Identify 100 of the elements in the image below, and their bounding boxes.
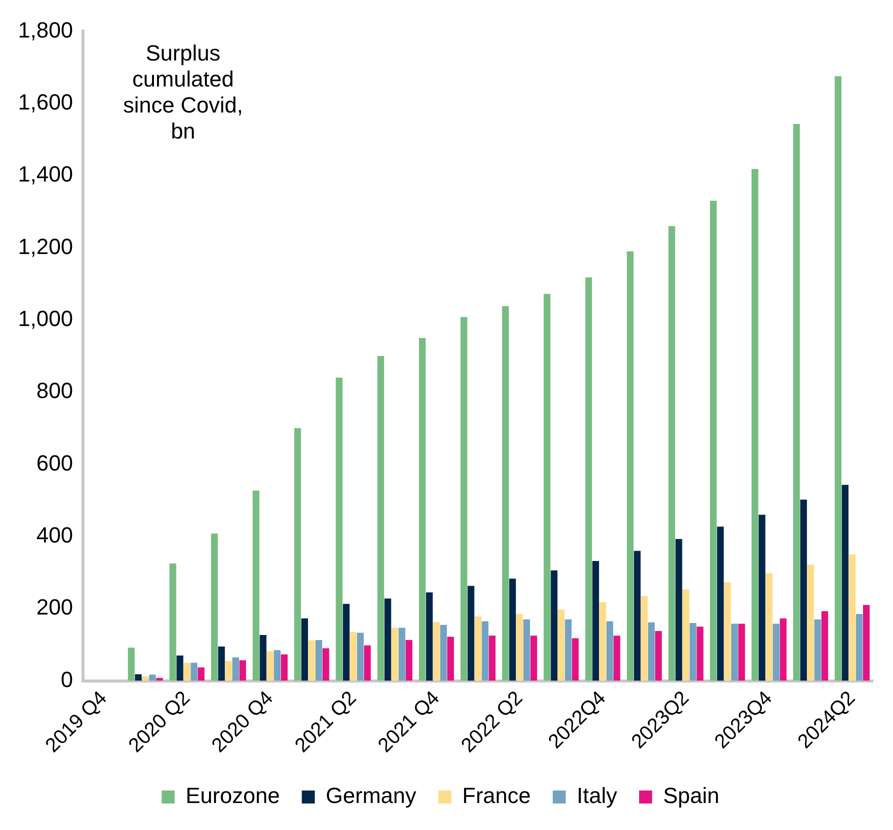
bar bbox=[280, 654, 288, 681]
legend-label: Eurozone bbox=[186, 783, 280, 808]
bar bbox=[758, 514, 766, 681]
bar bbox=[516, 614, 523, 681]
bar bbox=[336, 378, 343, 681]
bar bbox=[626, 251, 634, 681]
bar bbox=[856, 614, 863, 681]
bar bbox=[834, 76, 842, 681]
bar bbox=[440, 624, 447, 681]
y-tick-label: 600 bbox=[36, 450, 74, 476]
bar bbox=[793, 124, 800, 681]
bar bbox=[342, 604, 350, 681]
bar bbox=[170, 563, 176, 681]
bar bbox=[800, 500, 807, 681]
bar bbox=[134, 674, 142, 681]
bar bbox=[350, 632, 357, 681]
bar bbox=[585, 277, 592, 681]
bar bbox=[433, 622, 440, 681]
bar bbox=[814, 619, 822, 681]
bar bbox=[460, 317, 468, 681]
bar bbox=[772, 624, 780, 681]
bar bbox=[668, 226, 676, 681]
bar bbox=[614, 636, 620, 681]
bar bbox=[821, 611, 828, 681]
bar bbox=[696, 626, 704, 681]
bar bbox=[156, 678, 163, 681]
bar bbox=[128, 648, 135, 681]
y-tick-label: 1,200 bbox=[18, 234, 74, 259]
legend-label: Spain bbox=[663, 783, 720, 808]
bar bbox=[149, 674, 156, 681]
bar bbox=[252, 490, 260, 681]
bar bbox=[384, 598, 392, 681]
y-tick-label: 200 bbox=[36, 594, 74, 620]
bar bbox=[364, 645, 371, 681]
bar bbox=[509, 578, 516, 681]
bar bbox=[640, 596, 648, 681]
bar bbox=[690, 623, 696, 681]
bar bbox=[398, 628, 406, 681]
y-tick-label: 1,400 bbox=[18, 162, 74, 187]
bar bbox=[848, 554, 856, 681]
bar bbox=[606, 621, 614, 681]
y-tick-label: 400 bbox=[36, 522, 74, 548]
y-tick-label: 800 bbox=[36, 378, 74, 404]
y-tick-label: 1,000 bbox=[18, 306, 74, 331]
bar bbox=[190, 662, 198, 681]
legend-label: Italy bbox=[576, 783, 618, 808]
bar bbox=[418, 338, 426, 681]
y-tick-label: 1,600 bbox=[18, 89, 74, 114]
bar bbox=[315, 640, 322, 681]
bar bbox=[780, 618, 787, 681]
y-tick-label: 0 bbox=[60, 666, 74, 692]
bar bbox=[558, 610, 565, 681]
annotation: Surplus cumulated since Covid, bn bbox=[123, 40, 243, 144]
bar bbox=[260, 634, 266, 681]
bar bbox=[322, 648, 330, 681]
bar bbox=[544, 294, 550, 681]
bar bbox=[301, 618, 308, 681]
bar bbox=[731, 624, 738, 681]
bar bbox=[474, 616, 482, 681]
bar bbox=[530, 636, 538, 681]
y-tick-label: 1,800 bbox=[18, 17, 74, 42]
bar bbox=[184, 662, 190, 681]
legend-label: Germany bbox=[326, 783, 416, 808]
bar bbox=[426, 592, 433, 681]
bar bbox=[724, 582, 731, 681]
bar bbox=[599, 602, 606, 681]
bar bbox=[447, 636, 454, 681]
bar bbox=[675, 538, 682, 681]
bar bbox=[717, 526, 724, 681]
bar bbox=[572, 638, 579, 681]
bar bbox=[239, 660, 246, 681]
bar bbox=[648, 622, 655, 681]
bar bbox=[211, 534, 218, 681]
bar bbox=[807, 564, 814, 681]
bar bbox=[634, 550, 641, 681]
bar bbox=[392, 628, 398, 681]
bar bbox=[766, 573, 772, 681]
bar bbox=[682, 589, 690, 681]
bar bbox=[225, 660, 232, 681]
bar bbox=[176, 656, 184, 681]
bar bbox=[266, 651, 274, 681]
bar bbox=[377, 356, 384, 681]
bar bbox=[752, 169, 758, 681]
bar bbox=[198, 667, 204, 681]
bar bbox=[738, 624, 745, 681]
bar bbox=[274, 650, 281, 681]
bar bbox=[488, 636, 496, 681]
bar bbox=[406, 640, 412, 681]
bar bbox=[710, 200, 717, 681]
bar bbox=[550, 570, 558, 681]
bar bbox=[232, 657, 239, 681]
bar bbox=[308, 640, 316, 681]
bar bbox=[592, 560, 600, 681]
bar bbox=[655, 630, 662, 681]
bar bbox=[218, 646, 225, 681]
bar bbox=[862, 604, 870, 681]
bar bbox=[294, 428, 301, 681]
bar bbox=[842, 484, 848, 681]
bar bbox=[523, 619, 530, 681]
bar bbox=[468, 586, 474, 681]
